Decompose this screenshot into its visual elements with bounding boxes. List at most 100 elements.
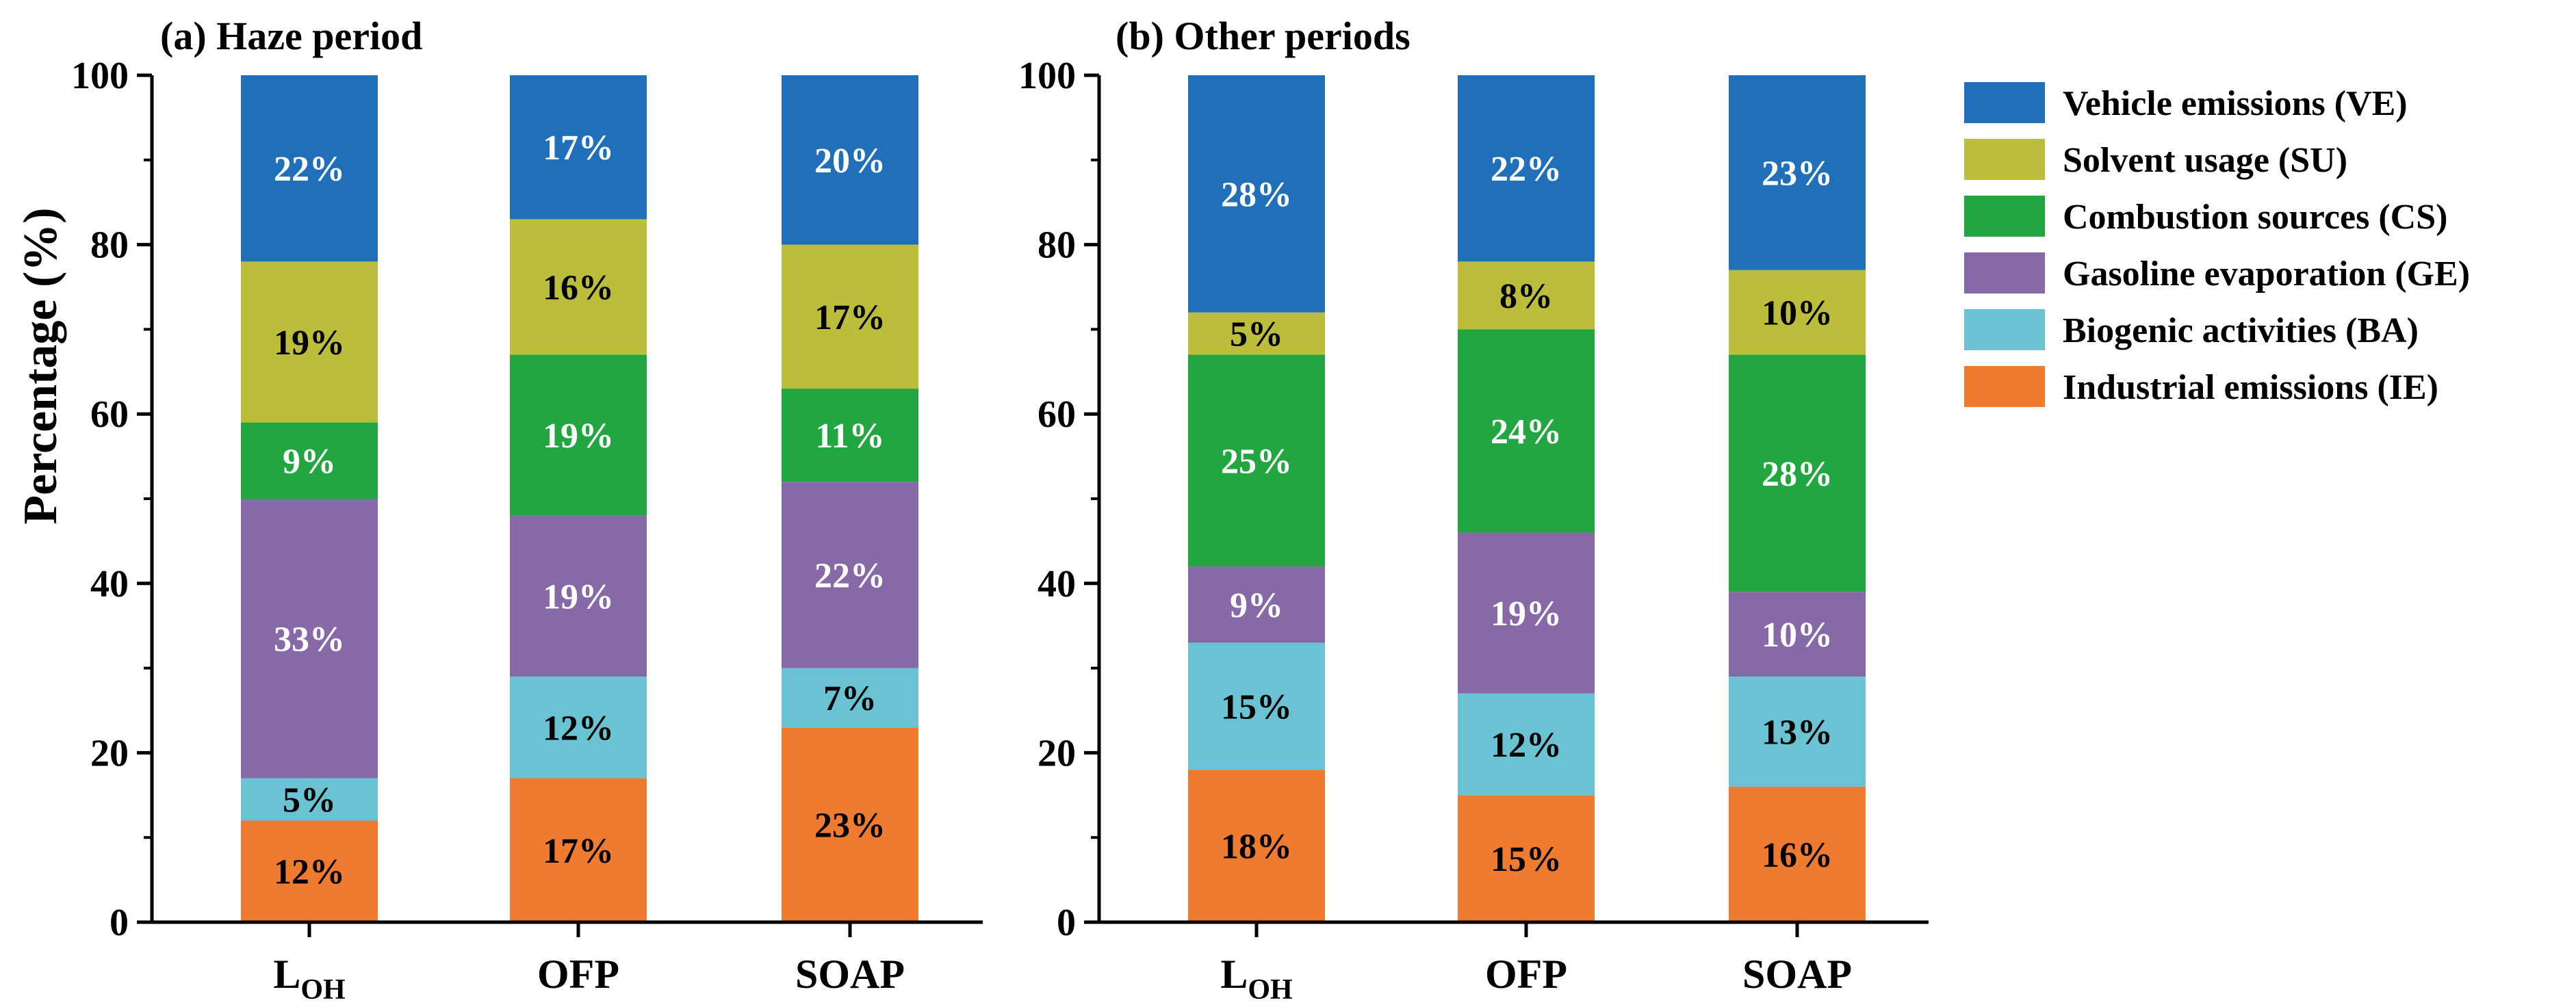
bar-segment-vehicle-emissions-ve xyxy=(510,75,647,220)
bar-segment-combustion-sources-cs xyxy=(510,354,647,516)
bar-segment-solvent-usage-su xyxy=(241,261,378,423)
bar-segment-vehicle-emissions-ve xyxy=(1188,75,1325,313)
data-label: 19% xyxy=(274,324,345,363)
bar-segment-solvent-usage-su xyxy=(1188,312,1325,355)
bar-segment-industrial-emissions-ie xyxy=(782,727,918,922)
data-label: 10% xyxy=(1762,616,1833,655)
data-label: 22% xyxy=(274,150,345,189)
data-label: 9% xyxy=(283,442,336,481)
data-label: 19% xyxy=(543,577,614,616)
data-label: 12% xyxy=(274,853,345,892)
y-tick-label: 0 xyxy=(110,902,129,944)
panel-b: (b) Other periods 18% 15% 9% 25% 5% 28% 15% 12% 1… xyxy=(1018,14,1929,1006)
x-tick-label: SOAP xyxy=(795,952,905,997)
legend-swatch xyxy=(1964,366,2045,407)
bar-segment-biogenic-activities-ba xyxy=(1729,676,1866,787)
data-label: 19% xyxy=(1491,594,1562,633)
bar-segment-gasoline-evaporation-ge xyxy=(1188,566,1325,643)
y-tick-label: 60 xyxy=(90,393,129,436)
y-tick-label: 20 xyxy=(90,732,129,774)
bar-segment-combustion-sources-cs xyxy=(1729,354,1866,592)
data-label: 15% xyxy=(1221,688,1292,727)
bar-segment-vehicle-emissions-ve xyxy=(1458,75,1595,262)
legend-swatch xyxy=(1964,82,2045,123)
data-label: 12% xyxy=(543,709,614,748)
legend-label: Combustion sources (CS) xyxy=(2063,198,2447,237)
legend-swatch xyxy=(1964,252,2045,293)
y-tick-label: 100 xyxy=(71,55,129,97)
bar-segment-solvent-usage-su xyxy=(1729,270,1866,355)
y-tick-label: 40 xyxy=(90,563,129,605)
bar-segment-industrial-emissions-ie xyxy=(1188,770,1325,922)
bar-segment-solvent-usage-su xyxy=(1458,261,1595,330)
bar-segment-gasoline-evaporation-ge xyxy=(1458,532,1595,694)
data-label: 28% xyxy=(1762,455,1833,494)
bar-segment-vehicle-emissions-ve xyxy=(241,75,378,262)
bar-segment-industrial-emissions-ie xyxy=(510,778,647,922)
data-label: 5% xyxy=(1230,315,1283,354)
bar-segment-gasoline-evaporation-ge xyxy=(1729,592,1866,677)
bar-segment-gasoline-evaporation-ge xyxy=(782,482,918,668)
data-label: 17% xyxy=(814,298,886,337)
x-tick-label: LOH xyxy=(273,952,345,1006)
legend-swatch xyxy=(1964,196,2045,237)
bar-segment-biogenic-activities-ba xyxy=(1188,642,1325,770)
bar-segment-solvent-usage-su xyxy=(510,219,647,355)
bar-segment-biogenic-activities-ba xyxy=(782,668,918,728)
data-label: 22% xyxy=(814,556,886,595)
bar-segment-vehicle-emissions-ve xyxy=(1729,75,1866,270)
data-label: 28% xyxy=(1221,175,1292,214)
x-tick-label: LOH xyxy=(1220,952,1292,1006)
legend-label: Biogenic activities (BA) xyxy=(2063,311,2419,350)
bar-segment-combustion-sources-cs xyxy=(241,422,378,499)
bar-segment-vehicle-emissions-ve xyxy=(782,75,918,245)
legend-label: Solvent usage (SU) xyxy=(2063,141,2347,180)
bar-segment-biogenic-activities-ba xyxy=(510,676,647,779)
data-label: 9% xyxy=(1230,586,1283,625)
y-tick-label: 100 xyxy=(1018,55,1076,97)
data-label: 24% xyxy=(1491,413,1562,452)
x-tick-label: OFP xyxy=(537,952,619,997)
panel-title: (b) Other periods xyxy=(1116,14,1411,58)
data-label: 8% xyxy=(1499,277,1553,316)
bar-segment-biogenic-activities-ba xyxy=(241,778,378,821)
legend-label: Vehicle emissions (VE) xyxy=(2063,84,2408,123)
legend-label: Industrial emissions (IE) xyxy=(2063,368,2438,407)
y-tick-label: 60 xyxy=(1038,393,1076,436)
data-label: 22% xyxy=(1491,150,1562,189)
data-label: 17% xyxy=(543,832,614,871)
data-label: 7% xyxy=(823,679,877,718)
x-tick-label: SOAP xyxy=(1742,952,1852,997)
bar-segment-industrial-emissions-ie xyxy=(1458,795,1595,922)
chart-panels: (a) Haze period 12% 5% 33% 9% 19% 22% 17% 12% 19%… xyxy=(71,14,1929,1006)
legend-swatch xyxy=(1964,309,2045,350)
y-tick-label: 80 xyxy=(1038,224,1076,267)
bar-segment-solvent-usage-su xyxy=(782,244,918,389)
y-tick-label: 0 xyxy=(1057,902,1076,944)
data-label: 33% xyxy=(274,620,345,659)
data-label: 20% xyxy=(814,142,886,181)
y-tick-label: 80 xyxy=(90,224,129,267)
bar-segment-industrial-emissions-ie xyxy=(1729,786,1866,922)
data-label: 19% xyxy=(543,417,614,456)
bar-segment-combustion-sources-cs xyxy=(1188,354,1325,567)
data-label: 23% xyxy=(1762,154,1833,193)
data-label: 5% xyxy=(283,781,336,820)
data-label: 10% xyxy=(1762,294,1833,333)
data-label: 25% xyxy=(1221,442,1292,481)
bar-segment-combustion-sources-cs xyxy=(782,389,918,482)
data-label: 15% xyxy=(1491,840,1562,879)
panel-title: (a) Haze period xyxy=(160,14,422,58)
y-tick-label: 40 xyxy=(1038,563,1076,605)
data-label: 16% xyxy=(543,269,614,308)
legend: Vehicle emissions (VE) Solvent usage (SU)… xyxy=(1964,82,2470,407)
bar-segment-biogenic-activities-ba xyxy=(1458,693,1595,796)
bar-segment-combustion-sources-cs xyxy=(1458,329,1595,533)
legend-label: Gasoline evaporation (GE) xyxy=(2063,254,2470,293)
x-tick-label: OFP xyxy=(1485,952,1567,997)
y-tick-label: 20 xyxy=(1038,732,1076,774)
data-label: 13% xyxy=(1762,713,1833,752)
bar-segment-industrial-emissions-ie xyxy=(241,820,378,922)
data-label: 11% xyxy=(815,417,884,456)
